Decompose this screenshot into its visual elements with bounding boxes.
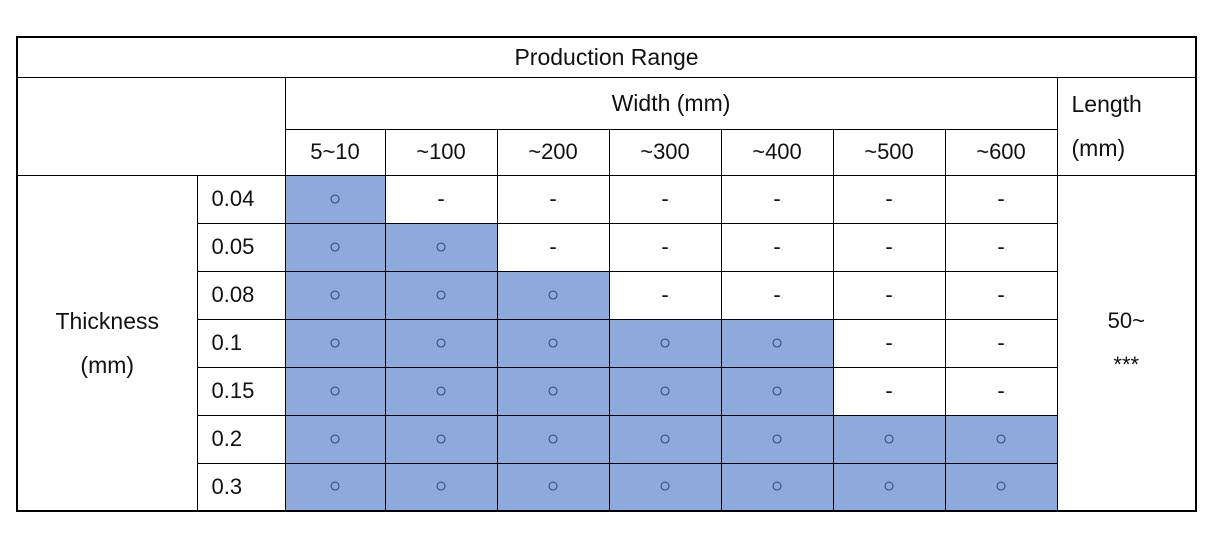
table-row: 0.05 ○ ○ - - - - - — [17, 222, 1196, 272]
grid-cell: ○ — [284, 414, 386, 464]
table-row: 0.15 ○ ○ ○ ○ ○ - - — [17, 366, 1196, 416]
grid-cell: ○ — [496, 270, 610, 320]
grid-cell: - — [944, 222, 1058, 272]
grid-cell: - — [720, 222, 834, 272]
thickness-value: 0.05 — [196, 222, 286, 272]
width-col-header: ~200 — [496, 128, 610, 176]
grid-cell: - — [832, 366, 946, 416]
grid-cell: ○ — [944, 462, 1058, 512]
grid-cell: - — [832, 174, 946, 224]
table-row: Width (mm) Length (mm) — [16, 76, 1197, 176]
table-row: 0.1 ○ ○ ○ ○ ○ - - — [17, 318, 1196, 368]
grid-cell: ○ — [384, 462, 498, 512]
grid-cell: ○ — [720, 414, 834, 464]
grid-cell: ○ — [496, 414, 610, 464]
length-header-line2: (mm) — [1071, 135, 1126, 161]
length-value-line1: 50~ — [1107, 307, 1145, 333]
grid-cell: - — [496, 174, 610, 224]
grid-cell: ○ — [496, 462, 610, 512]
table-row: 0.3 ○ ○ ○ ○ ○ ○ ○ — [17, 462, 1196, 512]
grid-cell: ○ — [608, 462, 722, 512]
thickness-value: 0.3 — [196, 462, 286, 512]
empty-corner-cell — [16, 76, 286, 176]
thickness-header-line1: Thickness — [55, 307, 160, 334]
grid-cell: ○ — [284, 270, 386, 320]
thickness-value: 0.1 — [196, 318, 286, 368]
grid-cell: ○ — [496, 318, 610, 368]
production-range-table: Production Range Width (mm) Length (mm) … — [16, 36, 1198, 512]
grid-cell: ○ — [384, 366, 498, 416]
length-value: 50~ *** — [1056, 174, 1197, 512]
grid-cell: ○ — [284, 318, 386, 368]
grid-cell: - — [608, 222, 722, 272]
width-col-header: ~300 — [608, 128, 722, 176]
grid-cell: - — [944, 366, 1058, 416]
thickness-header: Thickness (mm) — [16, 174, 198, 512]
table-title: Production Range — [16, 36, 1197, 78]
grid-cell: ○ — [944, 414, 1058, 464]
thickness-value: 0.15 — [196, 366, 286, 416]
width-col-header: 5~10 — [284, 128, 386, 176]
table-row: Thickness (mm) 0.04 ○ - - - - - - 50~ **… — [16, 174, 1197, 512]
grid-cell: ○ — [608, 414, 722, 464]
length-header-line1: Length — [1071, 91, 1142, 117]
grid-cell: ○ — [384, 318, 498, 368]
grid-cell: ○ — [720, 318, 834, 368]
thickness-header-line2: (mm) — [80, 351, 135, 378]
grid-cell: ○ — [284, 462, 386, 512]
grid-cell: - — [944, 270, 1058, 320]
grid-cell: ○ — [284, 174, 386, 224]
grid-cell: ○ — [284, 366, 386, 416]
width-col-header: ~500 — [832, 128, 946, 176]
page-container: Production Range Width (mm) Length (mm) … — [16, 36, 1198, 512]
grid-cell: ○ — [608, 318, 722, 368]
grid-cell: - — [944, 318, 1058, 368]
thickness-value: 0.08 — [196, 270, 286, 320]
grid-cell: - — [832, 318, 946, 368]
grid-cell: ○ — [720, 462, 834, 512]
grid-cell: ○ — [832, 414, 946, 464]
width-col-header: ~600 — [944, 128, 1058, 176]
grid-cell: ○ — [384, 270, 498, 320]
length-value-line2: *** — [1113, 351, 1140, 377]
width-col-header: ~400 — [720, 128, 834, 176]
grid-cell: ○ — [608, 366, 722, 416]
grid-cell: - — [384, 174, 498, 224]
grid-cell: - — [720, 174, 834, 224]
thickness-value: 0.04 — [196, 174, 286, 224]
grid-cell: - — [608, 174, 722, 224]
table-row: 0.2 ○ ○ ○ ○ ○ ○ ○ — [17, 414, 1196, 464]
grid-cell: - — [608, 270, 722, 320]
width-header: Width (mm) — [284, 76, 1058, 130]
grid-cell: ○ — [384, 222, 498, 272]
grid-cell: - — [832, 222, 946, 272]
grid-cell: ○ — [832, 462, 946, 512]
grid-cell: - — [832, 270, 946, 320]
width-col-header: ~100 — [384, 128, 498, 176]
grid-cell: ○ — [284, 222, 386, 272]
table-row: Production Range — [16, 36, 1197, 78]
grid-cell: ○ — [496, 366, 610, 416]
grid-cell: ○ — [384, 414, 498, 464]
grid-cell: - — [720, 270, 834, 320]
grid-cell: ○ — [720, 366, 834, 416]
table-row: 0.08 ○ ○ ○ - - - - — [17, 270, 1196, 320]
thickness-value: 0.2 — [196, 414, 286, 464]
grid-cell: - — [944, 174, 1058, 224]
length-header: Length (mm) — [1056, 76, 1197, 176]
grid-cell: - — [496, 222, 610, 272]
